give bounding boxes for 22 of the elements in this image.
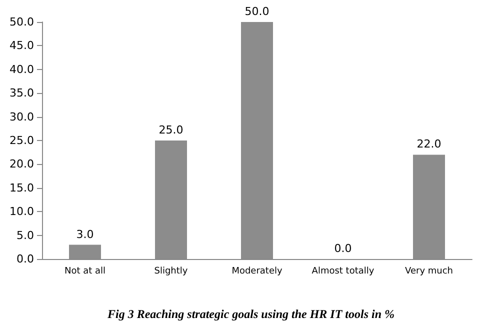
y-tick-label: 10.0 [10, 205, 34, 218]
y-tick-label: 15.0 [10, 181, 34, 194]
y-tick-label: 0.0 [16, 252, 34, 266]
x-tick-label: Not at all [64, 266, 106, 276]
data-label: 0.0 [334, 242, 352, 255]
y-tick-label: 35.0 [10, 86, 34, 100]
y-tick-label: 40.0 [10, 62, 34, 76]
x-tick-label: Almost totally [312, 266, 375, 276]
data-label: 22.0 [416, 138, 442, 151]
x-tick-label: Moderately [232, 266, 283, 276]
data-label: 25.0 [158, 124, 184, 136]
text: Fig 3 Reaching strategic goals using the HR IT tools in % [106, 307, 395, 321]
y-tick-label: 25.0 [10, 134, 34, 147]
y-tick-label: 45.0 [10, 39, 34, 52]
y-tick-label: 20.0 [10, 158, 34, 171]
y-tick-label: 5.0 [16, 228, 34, 242]
x-tick-label: Slightly [154, 266, 188, 276]
data-label: 50.0 [244, 5, 270, 18]
x-tick-label: Very much [404, 266, 454, 276]
y-tick-label: 50.0 [10, 16, 34, 28]
data-label: 3.0 [76, 228, 94, 241]
y-tick-label: 30.0 [10, 110, 34, 124]
